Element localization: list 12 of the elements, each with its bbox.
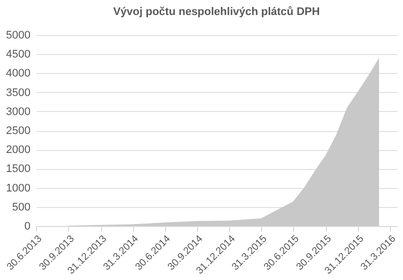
y-tick-label: 2000 <box>6 144 30 156</box>
y-tick-label: 3500 <box>6 86 30 99</box>
y-tick-label: 0 <box>24 220 30 232</box>
y-tick-label: 500 <box>12 201 30 214</box>
y-tick-label: 4500 <box>6 48 30 61</box>
chart-title: Vývoj počtu nespolehlivých plátců DPH <box>113 6 320 18</box>
y-tick-label: 5000 <box>6 30 30 42</box>
y-tick-label: 1000 <box>6 182 30 194</box>
y-tick-label: 3000 <box>6 106 30 118</box>
y-tick-label: 1500 <box>6 163 30 176</box>
y-tick-label: 2500 <box>6 125 30 137</box>
y-tick-label: 4000 <box>6 68 30 80</box>
